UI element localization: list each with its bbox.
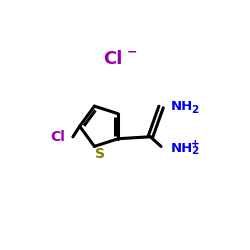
Text: Cl: Cl [50, 130, 65, 144]
Text: S: S [95, 147, 105, 161]
Text: 2: 2 [191, 105, 198, 115]
Text: 2: 2 [191, 146, 198, 156]
Text: NH: NH [171, 142, 193, 155]
Text: Cl: Cl [103, 50, 122, 68]
Text: NH: NH [171, 100, 193, 114]
Text: −: − [127, 46, 138, 59]
Text: +: + [191, 139, 200, 149]
